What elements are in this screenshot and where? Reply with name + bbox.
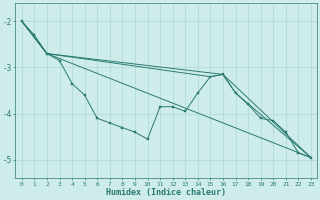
X-axis label: Humidex (Indice chaleur): Humidex (Indice chaleur) (106, 188, 226, 197)
